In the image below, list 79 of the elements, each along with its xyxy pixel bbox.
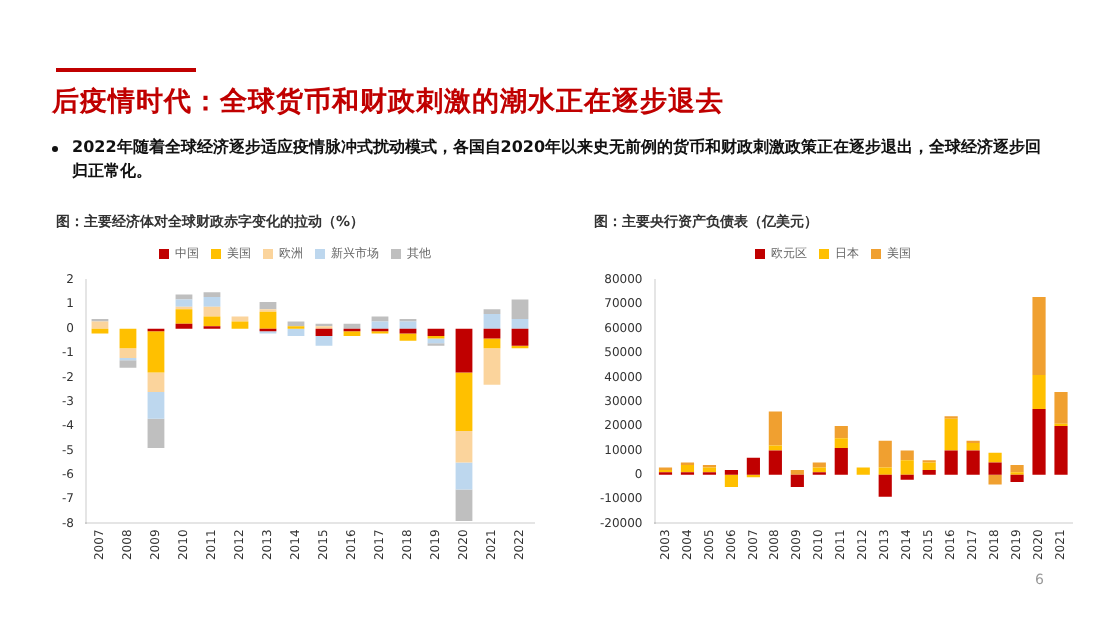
bar xyxy=(315,328,333,336)
bar xyxy=(399,333,417,341)
bar xyxy=(259,301,277,310)
bar xyxy=(119,328,137,349)
bar xyxy=(91,328,109,334)
bar xyxy=(175,323,193,329)
bar xyxy=(1032,297,1046,375)
bar xyxy=(790,469,804,475)
bar xyxy=(966,443,980,451)
bar xyxy=(203,297,221,307)
bar xyxy=(147,418,165,448)
bar xyxy=(455,489,473,522)
bar xyxy=(483,314,501,329)
bar xyxy=(746,457,760,475)
bar xyxy=(900,450,914,461)
bar xyxy=(147,391,165,419)
bar xyxy=(1032,374,1046,410)
bar xyxy=(371,321,389,329)
bar xyxy=(1010,465,1024,473)
bar xyxy=(812,467,826,473)
bar xyxy=(768,450,782,475)
bar xyxy=(922,462,936,470)
bar xyxy=(455,328,473,373)
bar xyxy=(175,299,193,307)
bar xyxy=(483,338,501,349)
bar xyxy=(988,474,1002,485)
bar xyxy=(147,372,165,392)
bar xyxy=(724,474,738,487)
bar xyxy=(455,430,473,463)
text: 后疫情时代：全球货币和财政刺激的潮水正在逐步退去 xyxy=(52,84,724,120)
bar xyxy=(399,328,417,334)
bar xyxy=(834,447,848,475)
bar xyxy=(900,474,914,480)
bar xyxy=(1032,409,1046,475)
bar xyxy=(483,309,501,315)
bar xyxy=(702,467,717,473)
bar xyxy=(343,323,361,329)
bar xyxy=(922,469,936,475)
bar xyxy=(399,321,417,329)
bar xyxy=(790,474,804,487)
bar xyxy=(900,460,914,475)
bar xyxy=(680,465,695,473)
bar xyxy=(834,438,848,448)
bar xyxy=(203,306,221,317)
bar xyxy=(856,467,870,475)
bar xyxy=(511,318,529,329)
bar xyxy=(483,348,501,385)
bar xyxy=(768,411,782,446)
bar xyxy=(511,299,529,319)
bar xyxy=(1054,426,1068,475)
bar xyxy=(427,338,445,344)
bar xyxy=(287,321,305,327)
bar xyxy=(988,462,1002,475)
bar xyxy=(455,462,473,490)
bar xyxy=(147,331,165,373)
bar xyxy=(511,328,529,346)
bar xyxy=(315,336,333,346)
bar xyxy=(91,321,109,329)
bar xyxy=(119,348,137,358)
bar xyxy=(203,292,221,298)
bar xyxy=(878,474,892,497)
bar xyxy=(231,321,249,329)
text: 2022年随着全球经济逐步适应疫情脉冲式扰动模式，各国自2020年以来史无前例的货币和财政刺激政策正在逐步退出，全球经济逐步回归正常化。 xyxy=(72,138,1042,180)
bar xyxy=(834,426,848,439)
bar xyxy=(427,328,445,336)
bar xyxy=(119,360,137,368)
bar xyxy=(175,309,193,324)
bar xyxy=(966,450,980,475)
bar xyxy=(944,418,958,451)
bar xyxy=(259,311,277,329)
bar xyxy=(287,328,305,336)
bar xyxy=(988,452,1002,463)
bar xyxy=(1054,391,1068,424)
bar xyxy=(1010,474,1024,483)
bar xyxy=(878,440,892,468)
bar xyxy=(724,469,738,475)
bar xyxy=(878,467,892,475)
bar xyxy=(455,372,473,431)
bar xyxy=(944,450,958,475)
